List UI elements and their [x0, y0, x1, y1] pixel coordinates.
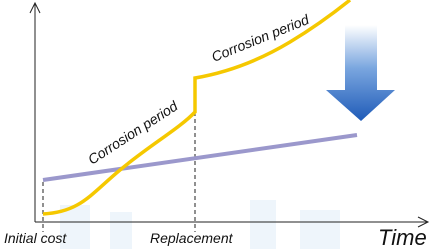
reduction-arrow — [326, 25, 395, 121]
curve-label: Corrosion period — [85, 97, 182, 167]
cost-curve — [43, 0, 350, 214]
diagram: Corrosion period Corrosion period Initia… — [0, 0, 431, 249]
x-label: Initial cost — [4, 230, 67, 246]
x-label: Replacement — [150, 230, 234, 246]
axis-label: Time — [378, 225, 427, 249]
